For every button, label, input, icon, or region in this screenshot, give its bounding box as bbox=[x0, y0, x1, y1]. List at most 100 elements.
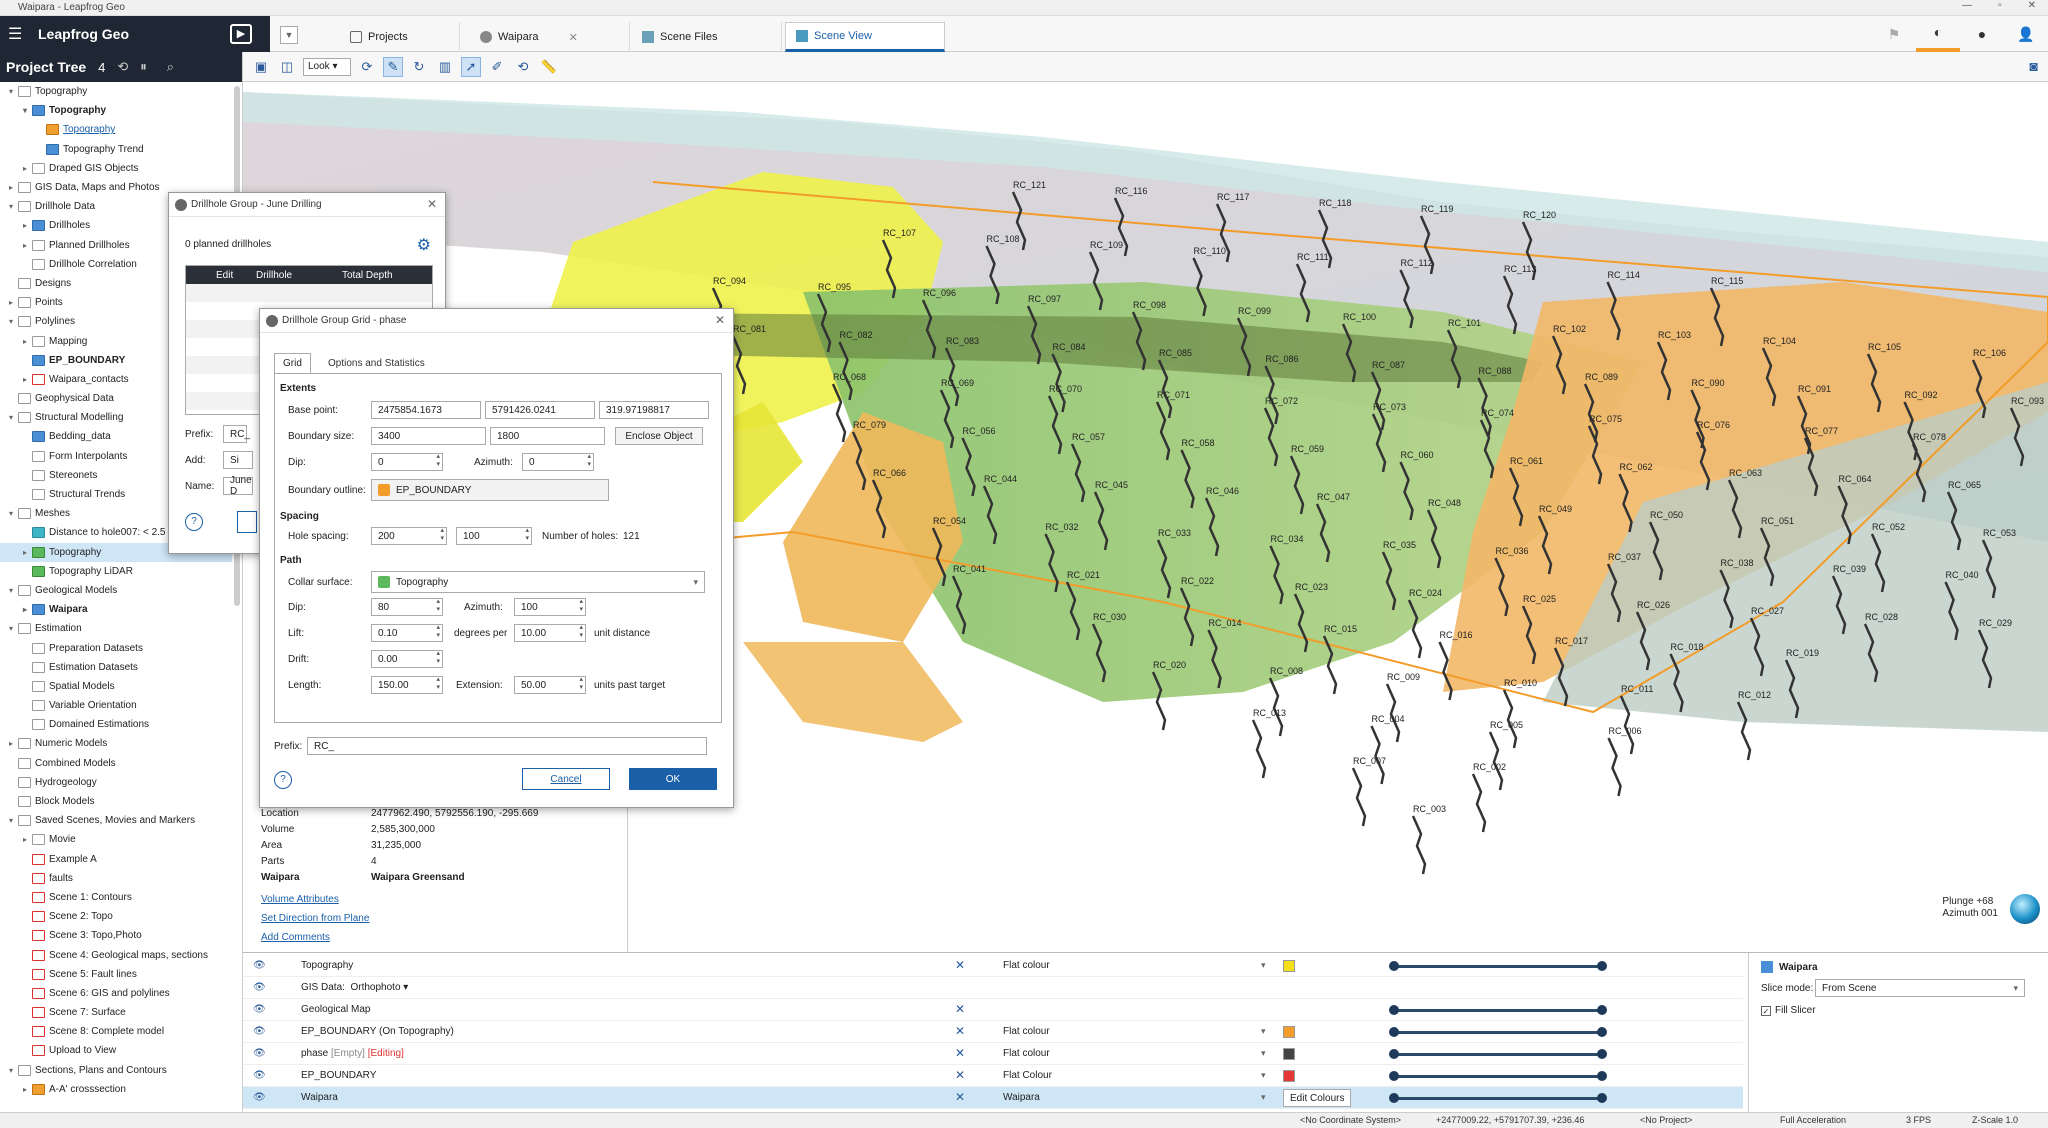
drillhole-path[interactable] bbox=[881, 239, 897, 299]
drillhole-path[interactable] bbox=[1204, 497, 1220, 557]
chevron-right-icon[interactable]: ▸ bbox=[22, 221, 27, 231]
close-icon[interactable]: ✕ bbox=[426, 197, 437, 211]
select-icon[interactable]: ➚ bbox=[461, 56, 481, 77]
drillhole-path[interactable] bbox=[1831, 575, 1847, 635]
user-icon[interactable]: 👤 bbox=[2017, 25, 2035, 42]
drillhole-path[interactable] bbox=[1502, 275, 1518, 335]
drillhole-path[interactable] bbox=[1315, 503, 1331, 563]
chevron-right-icon[interactable]: ▸ bbox=[8, 298, 13, 308]
drillhole-path[interactable] bbox=[1508, 467, 1524, 527]
transparency-slider[interactable] bbox=[1389, 1049, 1607, 1059]
drillhole-path[interactable] bbox=[1070, 443, 1086, 503]
tree-item[interactable]: ▸ Numeric Models bbox=[0, 734, 232, 753]
tree-item[interactable]: Scene 8: Complete model bbox=[0, 1022, 232, 1041]
tree-item[interactable]: Example A bbox=[0, 850, 232, 869]
tree-item[interactable]: ▾ Estimation bbox=[0, 619, 232, 638]
drillhole-path[interactable] bbox=[985, 245, 1000, 305]
drillhole-path[interactable] bbox=[1736, 701, 1752, 761]
drillhole-path[interactable] bbox=[1341, 323, 1357, 383]
tree-item[interactable]: Spatial Models bbox=[0, 677, 232, 696]
chevron-down-icon[interactable]: ▾ bbox=[1261, 1048, 1266, 1058]
remove-layer-icon[interactable]: ✕ bbox=[955, 1046, 966, 1060]
base-point-z-field[interactable]: 319.97198817 bbox=[599, 401, 709, 419]
tree-item[interactable]: Topography LiDAR bbox=[0, 562, 232, 581]
hole-spacing-x-field[interactable]: 200 bbox=[371, 527, 447, 545]
tab-grid[interactable]: Grid bbox=[274, 353, 311, 373]
drillhole-path[interactable] bbox=[1690, 389, 1705, 449]
add-comments-link[interactable]: Add Comments bbox=[261, 932, 330, 943]
drillhole-path[interactable] bbox=[1426, 509, 1442, 569]
tree-item[interactable]: ▾ Polylines bbox=[0, 312, 232, 331]
partial-button[interactable] bbox=[237, 511, 257, 533]
remove-layer-icon[interactable]: ✕ bbox=[955, 958, 966, 972]
drillhole-path[interactable] bbox=[1863, 623, 1879, 683]
chevron-right-icon[interactable]: ▸ bbox=[22, 163, 27, 173]
tree-item[interactable]: ▸ Waipara_contacts bbox=[0, 370, 232, 389]
slice-mode-select[interactable]: From Scene ▾ bbox=[1815, 979, 2025, 997]
tree-item[interactable]: Hydrogeology bbox=[0, 773, 232, 792]
drillhole-path[interactable] bbox=[1263, 407, 1279, 467]
tree-item[interactable]: ▾ Sections, Plans and Contours bbox=[0, 1061, 232, 1080]
edit-colours-button[interactable]: Edit Colours bbox=[1283, 1089, 1352, 1107]
drillhole-path[interactable] bbox=[1207, 629, 1222, 689]
drillhole-path[interactable] bbox=[1044, 533, 1059, 593]
drillhole-path[interactable] bbox=[1521, 221, 1537, 281]
drillhole-path[interactable] bbox=[1215, 203, 1231, 263]
drillhole-path[interactable] bbox=[1553, 647, 1569, 707]
visibility-eye-icon[interactable]: 👁 bbox=[253, 1004, 266, 1015]
chevron-right-icon[interactable]: ▸ bbox=[22, 547, 27, 557]
boundary-outline-field[interactable]: EP_BOUNDARY bbox=[371, 479, 609, 501]
tree-item[interactable]: ▸ Points bbox=[0, 293, 232, 312]
pause-icon[interactable]: ⏸ bbox=[140, 59, 147, 74]
layer-row[interactable]: 👁 Topography ✕ Flat colour ▾ bbox=[243, 955, 1743, 977]
hole-spacing-y-field[interactable]: 100 bbox=[456, 527, 532, 545]
drillhole-path[interactable] bbox=[1180, 449, 1195, 509]
drillhole-path[interactable] bbox=[1471, 773, 1487, 833]
help-icon[interactable]: ? bbox=[185, 513, 203, 531]
visibility-eye-icon[interactable]: 👁 bbox=[253, 960, 266, 971]
camera-icon[interactable]: ◫ bbox=[280, 58, 294, 74]
drillhole-path[interactable] bbox=[1438, 641, 1453, 701]
fill-slicer-checkbox[interactable]: ✓ Fill Slicer bbox=[1761, 1005, 1816, 1016]
minimize-icon[interactable]: — bbox=[1962, 0, 1973, 11]
azimuth-field[interactable]: 0 bbox=[522, 453, 594, 471]
visibility-eye-icon[interactable]: 👁 bbox=[253, 982, 266, 993]
drillhole-path[interactable] bbox=[1761, 347, 1777, 407]
tree-item[interactable]: Upload to View bbox=[0, 1041, 232, 1060]
tree-item[interactable]: EP_BOUNDARY bbox=[0, 351, 232, 370]
chevron-down-icon[interactable]: ▾ bbox=[1261, 1070, 1266, 1080]
transparency-slider[interactable] bbox=[1389, 1093, 1607, 1103]
flag-icon[interactable]: ⚑ bbox=[1887, 25, 1901, 42]
ok-button[interactable]: OK bbox=[629, 768, 717, 790]
chevron-down-icon[interactable]: ▾ bbox=[8, 509, 13, 519]
tree-item[interactable]: Structural Trends bbox=[0, 485, 232, 504]
drillhole-path[interactable] bbox=[1371, 413, 1387, 473]
remove-layer-icon[interactable]: ✕ bbox=[955, 1002, 966, 1016]
drillhole-path[interactable] bbox=[1399, 269, 1414, 329]
chevron-right-icon[interactable]: ▸ bbox=[8, 739, 13, 749]
drillhole-path[interactable] bbox=[1011, 191, 1027, 251]
drillhole-path[interactable] bbox=[1411, 815, 1427, 875]
sync-icon[interactable]: ◐ bbox=[1916, 16, 1960, 52]
tree-item[interactable]: Topography Trend bbox=[0, 140, 232, 159]
drillhole-path[interactable] bbox=[816, 293, 832, 353]
tree-item[interactable]: Preparation Datasets bbox=[0, 638, 232, 657]
drillhole-path[interactable] bbox=[1606, 563, 1622, 623]
tree-item[interactable]: Drillhole Correlation bbox=[0, 255, 232, 274]
drillhole-path[interactable] bbox=[1946, 491, 1962, 551]
tree-item[interactable]: Designs bbox=[0, 274, 232, 293]
drillhole-path[interactable] bbox=[831, 383, 847, 443]
drillhole-path[interactable] bbox=[1635, 611, 1651, 671]
chevron-down-icon[interactable]: ▾ bbox=[8, 413, 13, 423]
help-icon[interactable]: ? bbox=[274, 771, 292, 789]
drillhole-path[interactable] bbox=[1981, 539, 1997, 599]
drillhole-path[interactable] bbox=[1065, 581, 1081, 641]
layer-row[interactable]: 👁 GIS Data: Orthophoto ▾ bbox=[243, 977, 1743, 999]
remove-layer-icon[interactable]: ✕ bbox=[955, 1024, 966, 1038]
tree-item[interactable]: Block Models bbox=[0, 792, 232, 811]
close-tab-icon[interactable]: ✕ bbox=[568, 31, 578, 44]
chevron-down-icon[interactable]: ▾ bbox=[8, 816, 13, 826]
rotate-icon[interactable]: ⟳ bbox=[361, 58, 373, 74]
drillhole-path[interactable] bbox=[921, 299, 937, 359]
remove-layer-icon[interactable]: ✕ bbox=[955, 1068, 966, 1082]
